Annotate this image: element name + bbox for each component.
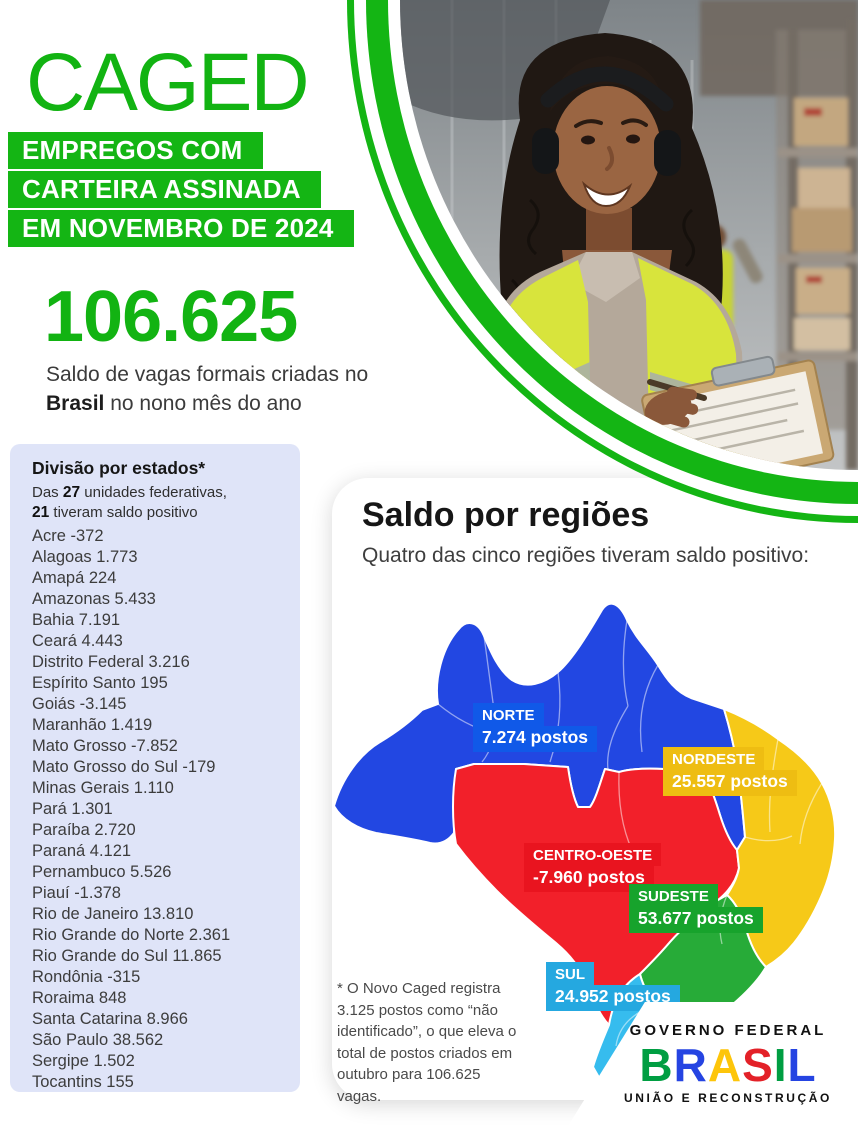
brasil-letter: R — [673, 1039, 708, 1092]
face — [553, 86, 661, 214]
intro-mid: unidades federativas, — [80, 484, 227, 501]
caption-bold: Brasil — [46, 392, 105, 415]
region-value: 25.557 postos — [663, 770, 797, 796]
region-name: NORDESTE — [663, 747, 765, 770]
banner-line-2: CARTEIRA ASSINADA — [8, 171, 321, 208]
state-item: Paraná 4.121 — [32, 842, 132, 860]
state-item: Amapá 224 — [32, 569, 117, 587]
nose — [605, 146, 614, 171]
state-item: Pernambuco 5.526 — [32, 863, 172, 881]
headset-right-cup — [654, 130, 681, 176]
brasil-letter: I — [773, 1039, 788, 1092]
state-item: Alagoas 1.773 — [32, 548, 138, 566]
region-label-norte: NORTE 7.274 postos — [473, 703, 598, 752]
brasil-letter: A — [707, 1039, 743, 1092]
hair-front — [550, 56, 664, 112]
state-item: Amazonas 5.433 — [32, 590, 156, 608]
state-item: Pará 1.301 — [32, 800, 113, 818]
region-value: 53.677 postos — [629, 907, 763, 933]
region-value: 24.952 postos — [546, 985, 680, 1011]
left-eye — [581, 135, 595, 145]
hand — [644, 386, 699, 428]
right-eye — [626, 134, 640, 144]
region-name: SUL — [546, 962, 594, 985]
neck — [586, 208, 632, 256]
intro-suffix: tiveram saldo positivo — [49, 504, 198, 521]
brasil-letter: L — [787, 1039, 817, 1092]
state-item: Rio Grande do Sul 11.865 — [32, 947, 222, 965]
brasil-letter: S — [742, 1039, 774, 1092]
state-item: Rio Grande do Norte 2.361 — [32, 926, 231, 944]
region-label-sudeste: SUDESTE 53.677 postos — [629, 884, 763, 933]
state-item: Mato Grosso -7.852 — [32, 737, 178, 755]
state-item: Piauí -1.378 — [32, 884, 121, 902]
state-item: Espírito Santo 195 — [32, 674, 168, 692]
state-item: Tocantins 155 — [32, 1073, 134, 1091]
brand-title: CAGED — [26, 37, 310, 128]
state-item: Roraima 848 — [32, 989, 127, 1007]
state-item: Santa Catarina 8.966 — [32, 1010, 188, 1028]
banner-line-3: EM NOVEMBRO DE 2024 — [8, 210, 354, 247]
regions-subtitle: Quatro das cinco regiões tiveram saldo p… — [362, 544, 810, 567]
caption-rest: no nono mês do ano — [104, 392, 302, 415]
headset-left-cup — [532, 128, 559, 174]
collar — [570, 252, 640, 302]
state-item: Rondônia -315 — [32, 968, 141, 986]
regions-title: Saldo por regiões — [362, 496, 650, 534]
vest-pocket — [516, 428, 576, 466]
state-item: Sergipe 1.502 — [32, 1052, 135, 1070]
state-item: Minas Gerais 1.110 — [32, 779, 174, 797]
caption-line1: Saldo de vagas formais criadas no — [46, 363, 369, 386]
state-item: Acre -372 — [32, 527, 104, 545]
state-item: Mato Grosso do Sul -179 — [32, 758, 216, 776]
state-item: Maranhão 1.419 — [32, 716, 153, 734]
banner-line-1: EMPREGOS COM — [8, 132, 263, 169]
footnote: * O Novo Caged registra 3.125 postos com… — [337, 980, 517, 1105]
smile — [581, 180, 633, 208]
region-label-sul: SUL 24.952 postos — [546, 962, 680, 1011]
state-item: Ceará 4.443 — [32, 632, 123, 650]
states-panel-intro: Das 27 unidades federativas, 21 tiveram … — [32, 483, 288, 523]
states-panel-title: Divisão por estados* — [32, 458, 206, 478]
title-banner: EMPREGOS COM CARTEIRA ASSINADA EM NOVEMB… — [8, 132, 354, 249]
state-item: Goiás -3.145 — [32, 695, 127, 713]
gov-logo-band: GOVERNO FEDERAL BRASIL UNIÃO E RECONSTRU… — [568, 1002, 858, 1125]
brasil-logo-text: BRASIL — [639, 1041, 816, 1089]
state-item: Distrito Federal 3.216 — [32, 653, 190, 671]
intro-count-total: 27 — [62, 484, 81, 501]
headline-caption: Saldo de vagas formais criadas no Brasil… — [46, 360, 368, 418]
worker-photo-illustration — [400, 0, 858, 470]
headset-band — [540, 66, 674, 112]
states-list: Acre -372 Alagoas 1.773 Amapá 224 Amazonas … — [32, 526, 288, 1093]
gov-logo-bottom-text: UNIÃO E RECONSTRUÇÃO — [623, 1090, 832, 1105]
region-name: NORTE — [473, 703, 544, 726]
state-item: Paraíba 2.720 — [32, 821, 136, 839]
warehouse-shelves — [700, 0, 858, 470]
region-name: SUDESTE — [629, 884, 718, 907]
region-label-nordeste: NORDESTE 25.557 postos — [663, 747, 797, 796]
worker-photo — [400, 0, 858, 470]
intro-prefix: Das — [32, 484, 63, 501]
gov-logo-top-text: GOVERNO FEDERAL — [629, 1022, 827, 1040]
state-item: São Paulo 38.562 — [32, 1031, 164, 1049]
state-item: Rio de Janeiro 13.810 — [32, 905, 194, 923]
eyebrows — [574, 118, 648, 128]
brasil-letter: B — [639, 1039, 674, 1092]
intro-count-positive: 21 — [32, 504, 50, 521]
headline-number: 106.625 — [44, 277, 298, 357]
states-panel: Divisão por estados* Das 27 unidades fed… — [10, 444, 300, 1092]
region-value: 7.274 postos — [473, 726, 598, 752]
region-name: CENTRO-OESTE — [524, 843, 662, 866]
state-item: Bahia 7.191 — [32, 611, 121, 629]
